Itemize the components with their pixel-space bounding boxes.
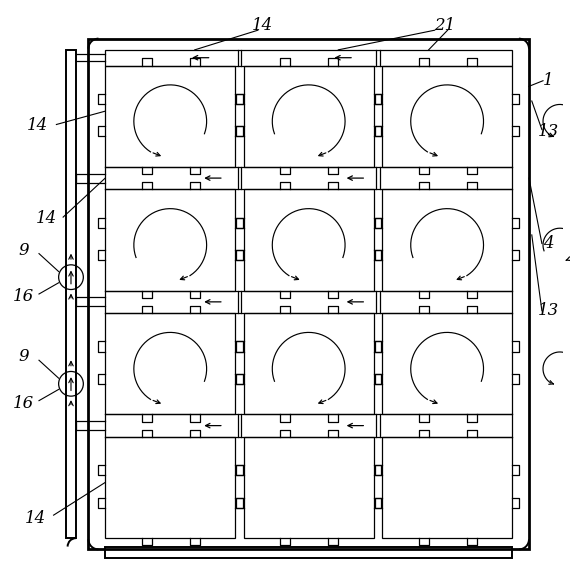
Bar (105, 189, 235, 290)
Bar (382, 66, 512, 167)
Bar (243, 313, 374, 415)
Bar (243, 66, 374, 167)
Text: 4: 4 (543, 235, 554, 252)
Text: 16: 16 (13, 395, 34, 412)
Text: 9: 9 (19, 348, 29, 365)
Bar (243, 189, 374, 290)
Bar (88, 39, 529, 549)
Text: 9: 9 (19, 242, 29, 259)
Bar (105, 437, 235, 538)
Text: 14: 14 (36, 210, 57, 227)
Bar (382, 189, 512, 290)
Bar (382, 437, 512, 538)
Bar (105, 313, 235, 415)
Bar (382, 313, 512, 415)
Text: 14: 14 (252, 17, 273, 34)
Bar (243, 437, 374, 538)
Text: 14: 14 (27, 117, 48, 134)
Text: 13: 13 (538, 123, 559, 140)
Bar (66, 50, 76, 538)
Bar (105, 66, 235, 167)
Text: 21: 21 (434, 17, 455, 34)
Text: 14: 14 (25, 510, 46, 527)
Text: 13: 13 (538, 302, 559, 319)
Text: 16: 16 (13, 288, 34, 305)
Bar (105, 50, 512, 66)
Bar (105, 547, 512, 558)
Text: 1: 1 (543, 72, 554, 89)
